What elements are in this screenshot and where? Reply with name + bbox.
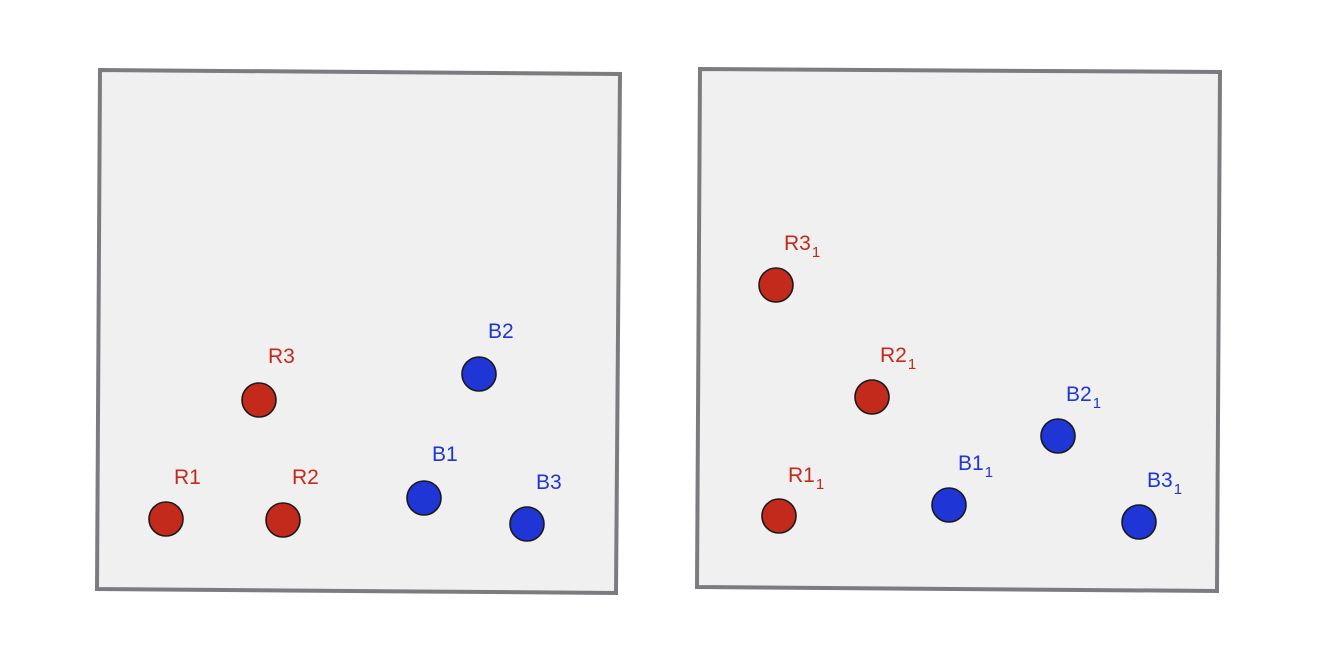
panel-right-b3-label-subscript: 1 [1174,481,1182,498]
panel-left-r3-dot [241,382,277,418]
panel-right-r3-label: R31 [784,232,820,261]
panel-right-r3-label-text: R3 [784,232,811,255]
panel-left-b1-label-text: B1 [432,443,458,466]
panel-right-r1-label: R11 [788,464,824,493]
panel-right-b2-label-text: B2 [1066,383,1092,406]
panel-right-b2-label: B21 [1066,383,1101,412]
panel-left-r2-dot [265,502,301,538]
panel-right-r1-label-subscript: 1 [816,476,824,493]
panel-right-b3-label-text: B3 [1147,469,1173,492]
panel-right-r2-label: R21 [880,344,916,373]
panel-right-b1-dot [931,487,967,523]
panel-left-b1-dot [406,480,442,516]
panel-right-frame [694,66,1223,594]
panel-right-r3-label-subscript: 1 [812,244,820,261]
panel-right-r3-dot [758,267,794,303]
panel-left-r1-label-text: R1 [174,466,201,489]
panel-left-b3-label: B3 [536,471,562,494]
panel-right-r2-label-text: R2 [880,344,907,367]
panel-right-r2-label-subscript: 1 [908,356,916,373]
panel-right-r1-label-text: R1 [788,464,815,487]
panel-left-b3-label-text: B3 [536,471,562,494]
panel-left-b2-label-text: B2 [488,320,514,343]
panel-right-b2-dot [1040,418,1076,454]
panel-left-r1-label: R1 [174,466,201,489]
panel-left-b1-label: B1 [432,443,458,466]
panel-right-b3-label: B31 [1147,469,1182,498]
panel-left-r2-label: R2 [292,466,319,489]
panel-right-b1-label-text: B1 [958,452,984,475]
panel-left-r2-label-text: R2 [292,466,319,489]
panel-right-b3-dot [1121,504,1157,540]
panel-left-r3-label: R3 [268,345,295,368]
panel-right-r2-dot [854,379,890,415]
panel-right-b2-label-subscript: 1 [1093,395,1101,412]
panel-left: R1 R2 R3 B1 B2 B3 [94,67,623,596]
panel-left-b3-dot [509,506,545,542]
panel-left-b2-label: B2 [488,320,514,343]
panel-left-r3-label-text: R3 [268,345,295,368]
panel-left-b2-dot [461,356,497,392]
panel-right-b1-label: B11 [958,452,993,481]
panel-right-r1-dot [761,498,797,534]
panel-right-b1-label-subscript: 1 [985,464,993,481]
panel-left-r1-dot [148,501,184,537]
panel-left-frame [94,67,623,596]
